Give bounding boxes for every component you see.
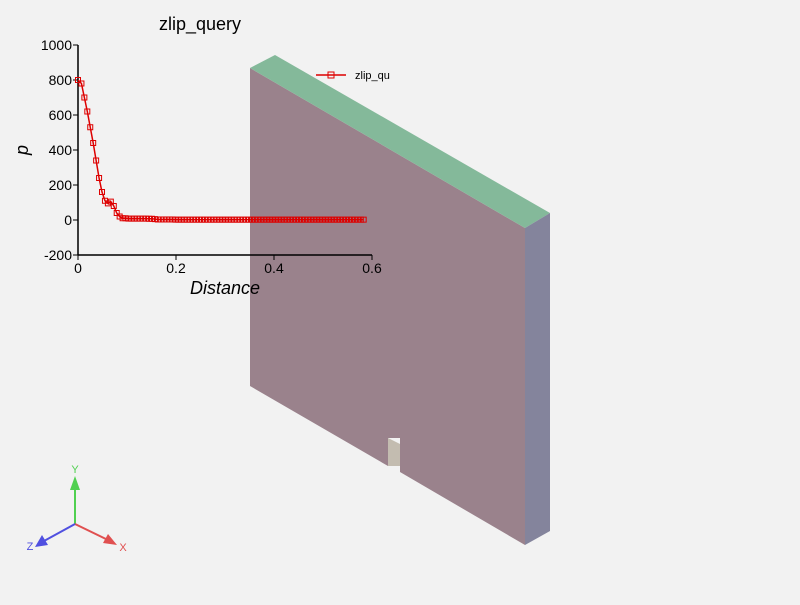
- data-point: [81, 94, 88, 101]
- series-group: [75, 77, 367, 223]
- slab-side-face: [525, 213, 550, 545]
- x-tick-label: 0.6: [362, 260, 382, 276]
- data-point: [84, 108, 91, 115]
- legend: zlip_qu: [316, 70, 390, 82]
- y-tick-label: -200: [44, 247, 72, 263]
- data-point: [360, 216, 367, 223]
- y-tick-label: 800: [49, 72, 73, 88]
- slab-front-face: [250, 68, 525, 545]
- x-axis-label: Distance: [190, 278, 260, 298]
- y-tick-label: 1000: [41, 37, 72, 53]
- slab-notch: [388, 438, 400, 466]
- z-axis-letter: Z: [27, 541, 34, 553]
- y-axis-label: p: [12, 145, 32, 156]
- z-axis-arrow: [43, 523, 76, 542]
- data-point: [90, 140, 97, 146]
- y-ticks: -200 0 200 400 600 800 1000: [41, 37, 78, 263]
- legend-label: zlip_qu: [355, 70, 390, 82]
- data-point: [75, 77, 81, 83]
- x-tick-label: 0.2: [166, 260, 186, 276]
- x-axis-arrow: [74, 523, 109, 541]
- legend-marker: [327, 71, 335, 79]
- x-tick-label: 0.4: [264, 260, 284, 276]
- y-axis-letter: Y: [71, 464, 79, 476]
- x-tick-label: 0: [74, 260, 82, 276]
- data-point: [78, 80, 85, 87]
- data-point: [93, 157, 100, 164]
- x-axis-letter: X: [119, 542, 127, 554]
- y-tick-label: 0: [64, 212, 72, 228]
- data-point: [87, 124, 94, 131]
- x-arrowhead: [103, 534, 117, 545]
- orientation-triad[interactable]: Y X Z: [27, 464, 128, 554]
- data-point: [110, 203, 117, 209]
- chart-title: zlip_query: [159, 14, 241, 35]
- y-arrowhead: [70, 476, 80, 490]
- y-tick-label: 600: [49, 107, 73, 123]
- data-point: [96, 175, 103, 181]
- y-tick-label: 400: [49, 142, 73, 158]
- y-tick-label: 200: [49, 177, 73, 193]
- slab-top-face: [250, 55, 550, 228]
- data-point: [99, 189, 106, 195]
- slab-geometry: [250, 55, 550, 545]
- x-ticks: 0 0.2 0.4 0.6: [74, 255, 382, 276]
- z-arrowhead: [35, 535, 48, 547]
